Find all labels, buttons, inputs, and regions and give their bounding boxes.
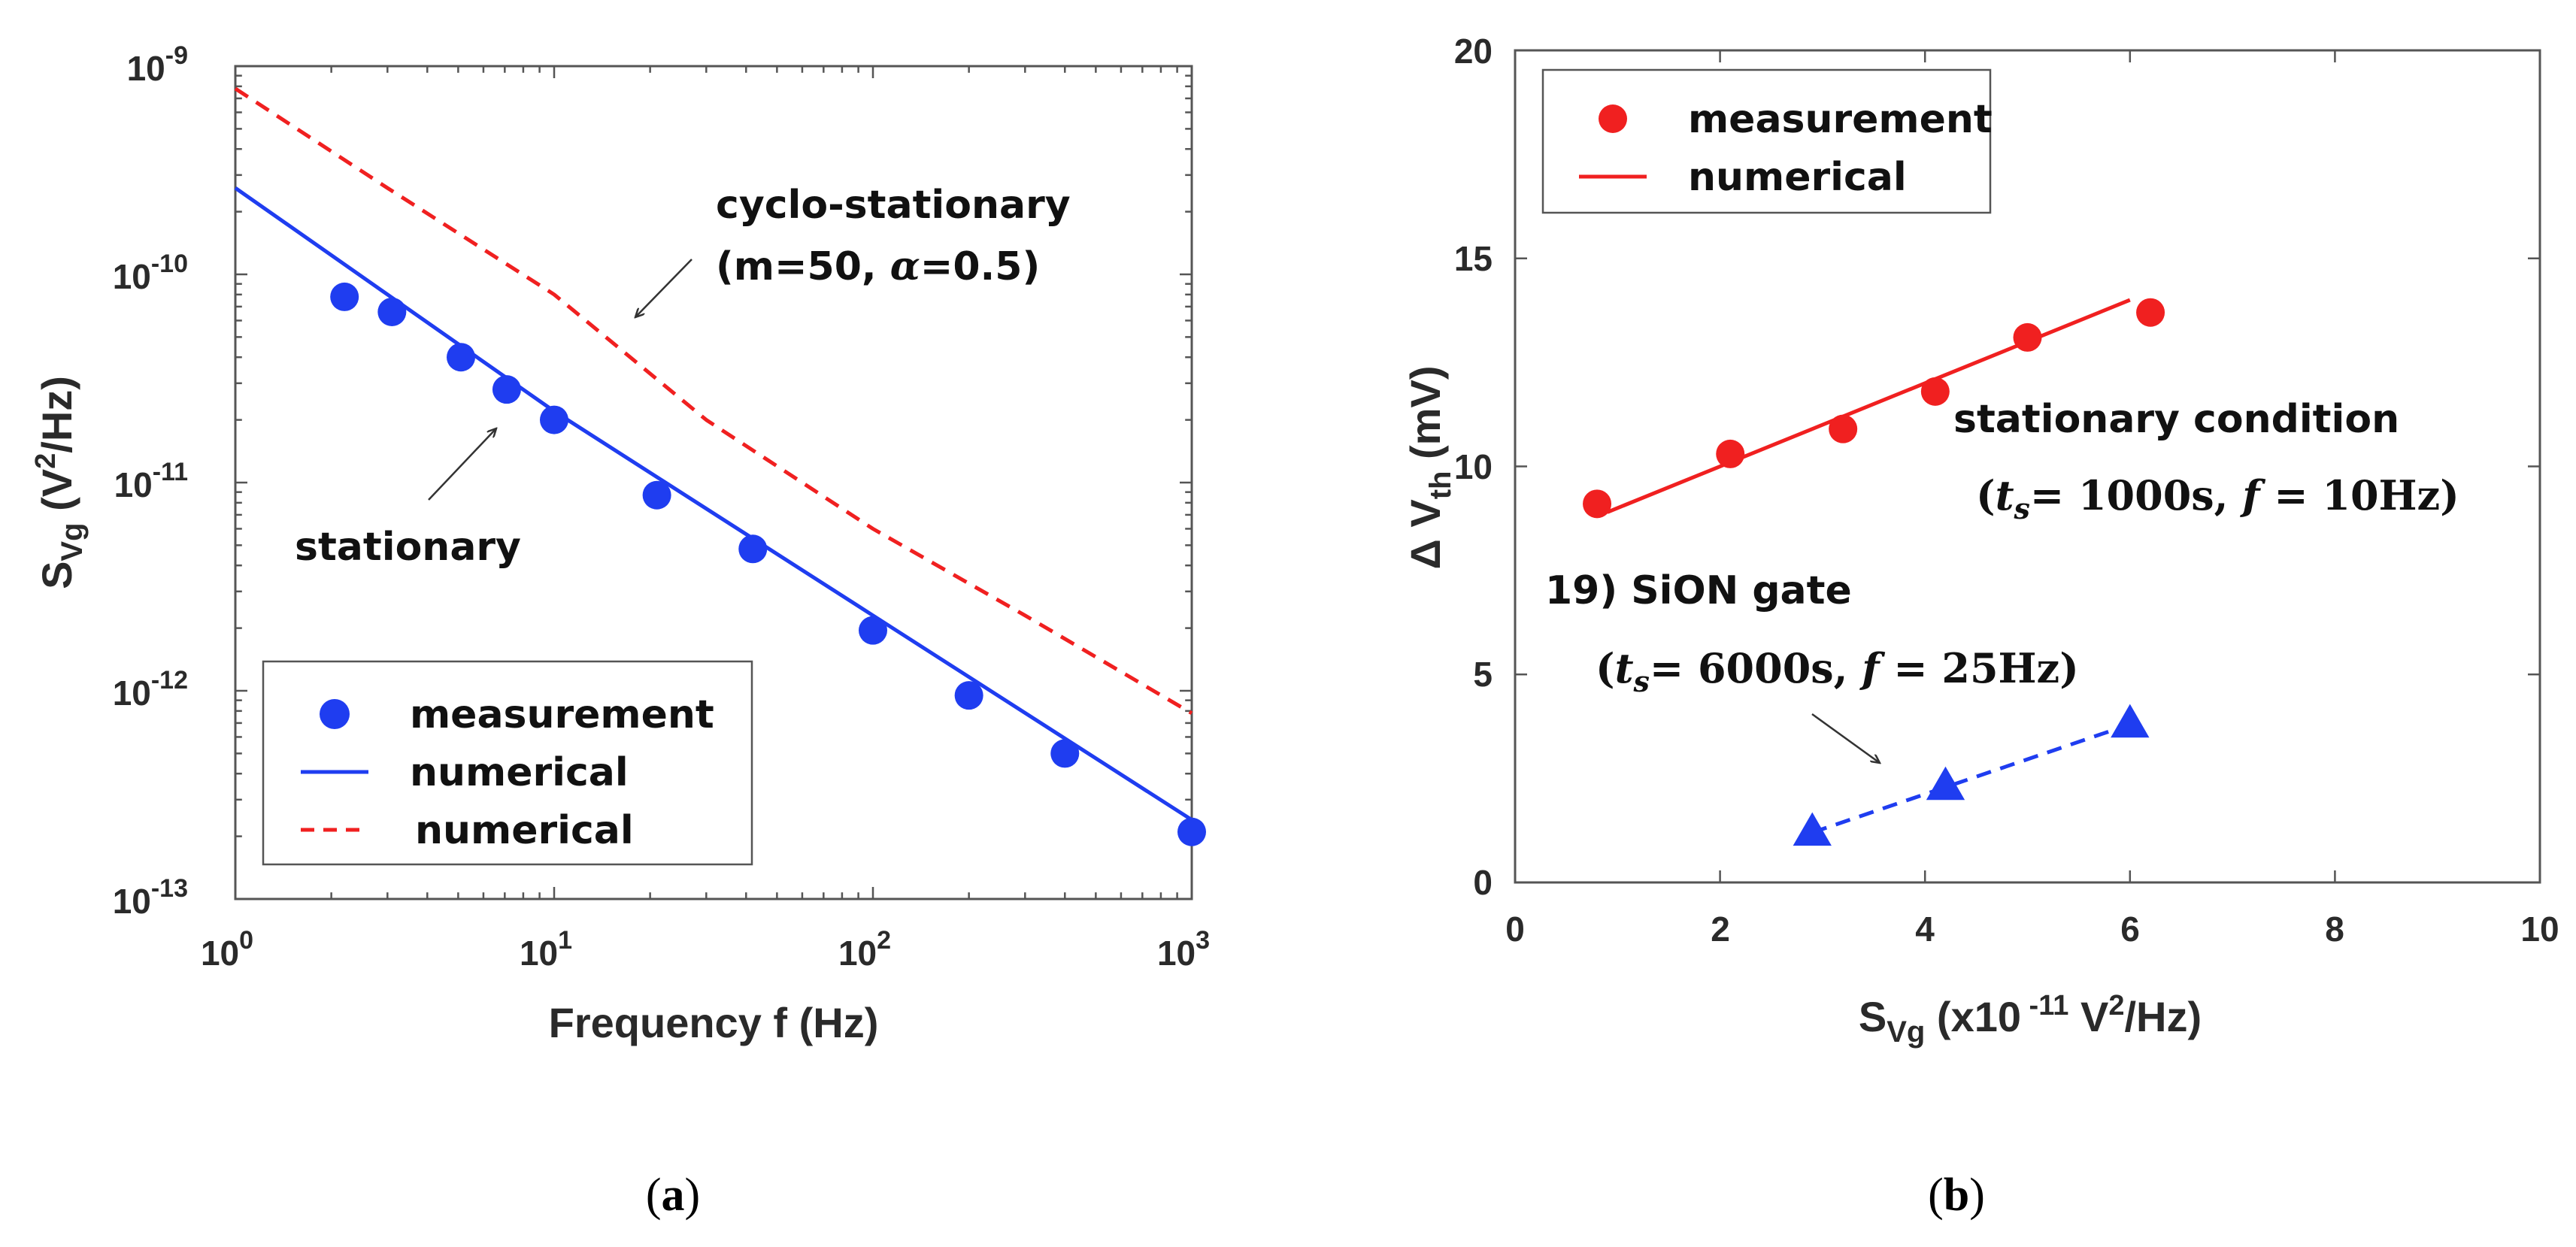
a-ytick-label: 10-12 (113, 666, 188, 713)
a-ytick-label: 10-11 (114, 458, 188, 504)
b-xtick-label: 2 (1711, 910, 1730, 949)
a-legend: measurement numerical numerical (262, 660, 753, 866)
a-arrow-cyclo (635, 259, 692, 317)
a-data-point (954, 681, 983, 710)
b-data-point-triangle (2111, 704, 2150, 738)
b-data-point (2013, 322, 2042, 352)
a-series-line-dashed (234, 86, 1193, 716)
b-legend-label: numerical (1688, 155, 1907, 200)
a-data-point (1177, 817, 1206, 846)
b-legend-box (1541, 68, 1992, 214)
b-data-point (2136, 298, 2165, 327)
b-ytick-label: 10 (1454, 447, 1493, 486)
a-arrow-stationary (428, 428, 496, 501)
a-data-point (492, 375, 521, 404)
a-data-point (377, 297, 407, 326)
b-annotation-sion: 19) SiON gate (1545, 568, 1852, 613)
b-ytick-label: 0 (1473, 863, 1493, 902)
b-annotation-stationary-params: (ts= 1000s, f = 10Hz) (1976, 471, 2459, 525)
a-xtick-label: 100 (201, 926, 253, 973)
a-legend-label: numerical (415, 808, 634, 853)
b-legend-label: measurement (1688, 97, 1993, 142)
b-ytick-label: 5 (1473, 655, 1493, 694)
a-data-point (1050, 739, 1080, 768)
panel-b: 0 5 10 15 20 0 2 4 6 8 10 SVg (x10 -11 V… (1402, 32, 2559, 1221)
b-arrow-sion (1811, 713, 1880, 763)
b-xtick-label: 0 (1505, 910, 1525, 949)
b-legend: measurement numerical (1541, 68, 1993, 214)
a-data-point (738, 534, 768, 564)
b-xtick-label: 8 (2325, 910, 2344, 949)
a-data-point (330, 282, 359, 311)
a-xtick-label: 103 (1157, 926, 1210, 973)
b-y-axis-label: Δ Vth (mV) (1402, 366, 1457, 570)
b-data-point (1716, 439, 1745, 468)
a-ytick-label: 10-9 (127, 41, 188, 88)
a-xtick-label: 102 (838, 926, 891, 973)
b-ytick-label: 15 (1454, 239, 1493, 278)
panel-a: 10-13 10-12 10-11 10-10 10-9 100 101 102… (30, 41, 1210, 1221)
a-legend-box (262, 660, 753, 866)
a-legend-label: measurement (410, 692, 714, 737)
a-xtick-label: 101 (520, 926, 572, 973)
b-data-point (1829, 414, 1858, 443)
a-data-point (540, 405, 568, 434)
b-data-point (1920, 377, 1950, 406)
b-data-point-triangle (1793, 812, 1832, 846)
b-annotation-stationary: stationary condition (1953, 397, 2399, 442)
a-y-axis-label: SVg (V2/Hz) (30, 376, 89, 589)
a-x-axis-label: Frequency f (Hz) (549, 999, 879, 1046)
panel-b-series (1583, 298, 2165, 846)
b-series-line-dashed (1811, 722, 2131, 834)
a-ytick-label: 10-13 (113, 874, 188, 921)
b-data-point-triangle (1926, 766, 1965, 801)
panel-a-tick-marks (234, 65, 1193, 900)
b-xtick-label: 6 (2120, 910, 2140, 949)
b-data-point (1583, 489, 1612, 519)
b-legend-marker-measurement (1599, 104, 1627, 133)
panel-a-series (234, 86, 1206, 846)
a-data-point (447, 343, 476, 372)
a-data-point (859, 616, 887, 645)
a-legend-marker-measurement (320, 699, 350, 729)
b-xtick-label: 4 (1915, 910, 1935, 949)
a-ytick-label: 10-10 (113, 250, 188, 296)
a-annotation-params: (m=50, α=0.5) (716, 244, 1040, 289)
a-legend-label: numerical (410, 750, 629, 795)
a-annotation-stationary: stationary (295, 525, 521, 570)
caption-a: (a) (646, 1170, 700, 1221)
b-annotation-sion-params: (ts= 6000s, f = 25Hz) (1596, 644, 2079, 698)
b-ytick-label: 20 (1454, 32, 1493, 71)
panel-b-tick-marks (1514, 49, 2541, 884)
caption-b: (b) (1928, 1170, 1985, 1221)
a-data-point (642, 480, 671, 510)
b-x-axis-label: SVg (x10 -11 V2/Hz) (1859, 990, 2202, 1049)
b-series-line-solid (1606, 298, 2131, 514)
a-annotation-cyclo: cyclo-stationary (716, 183, 1071, 228)
b-xtick-label: 10 (2520, 910, 2559, 949)
